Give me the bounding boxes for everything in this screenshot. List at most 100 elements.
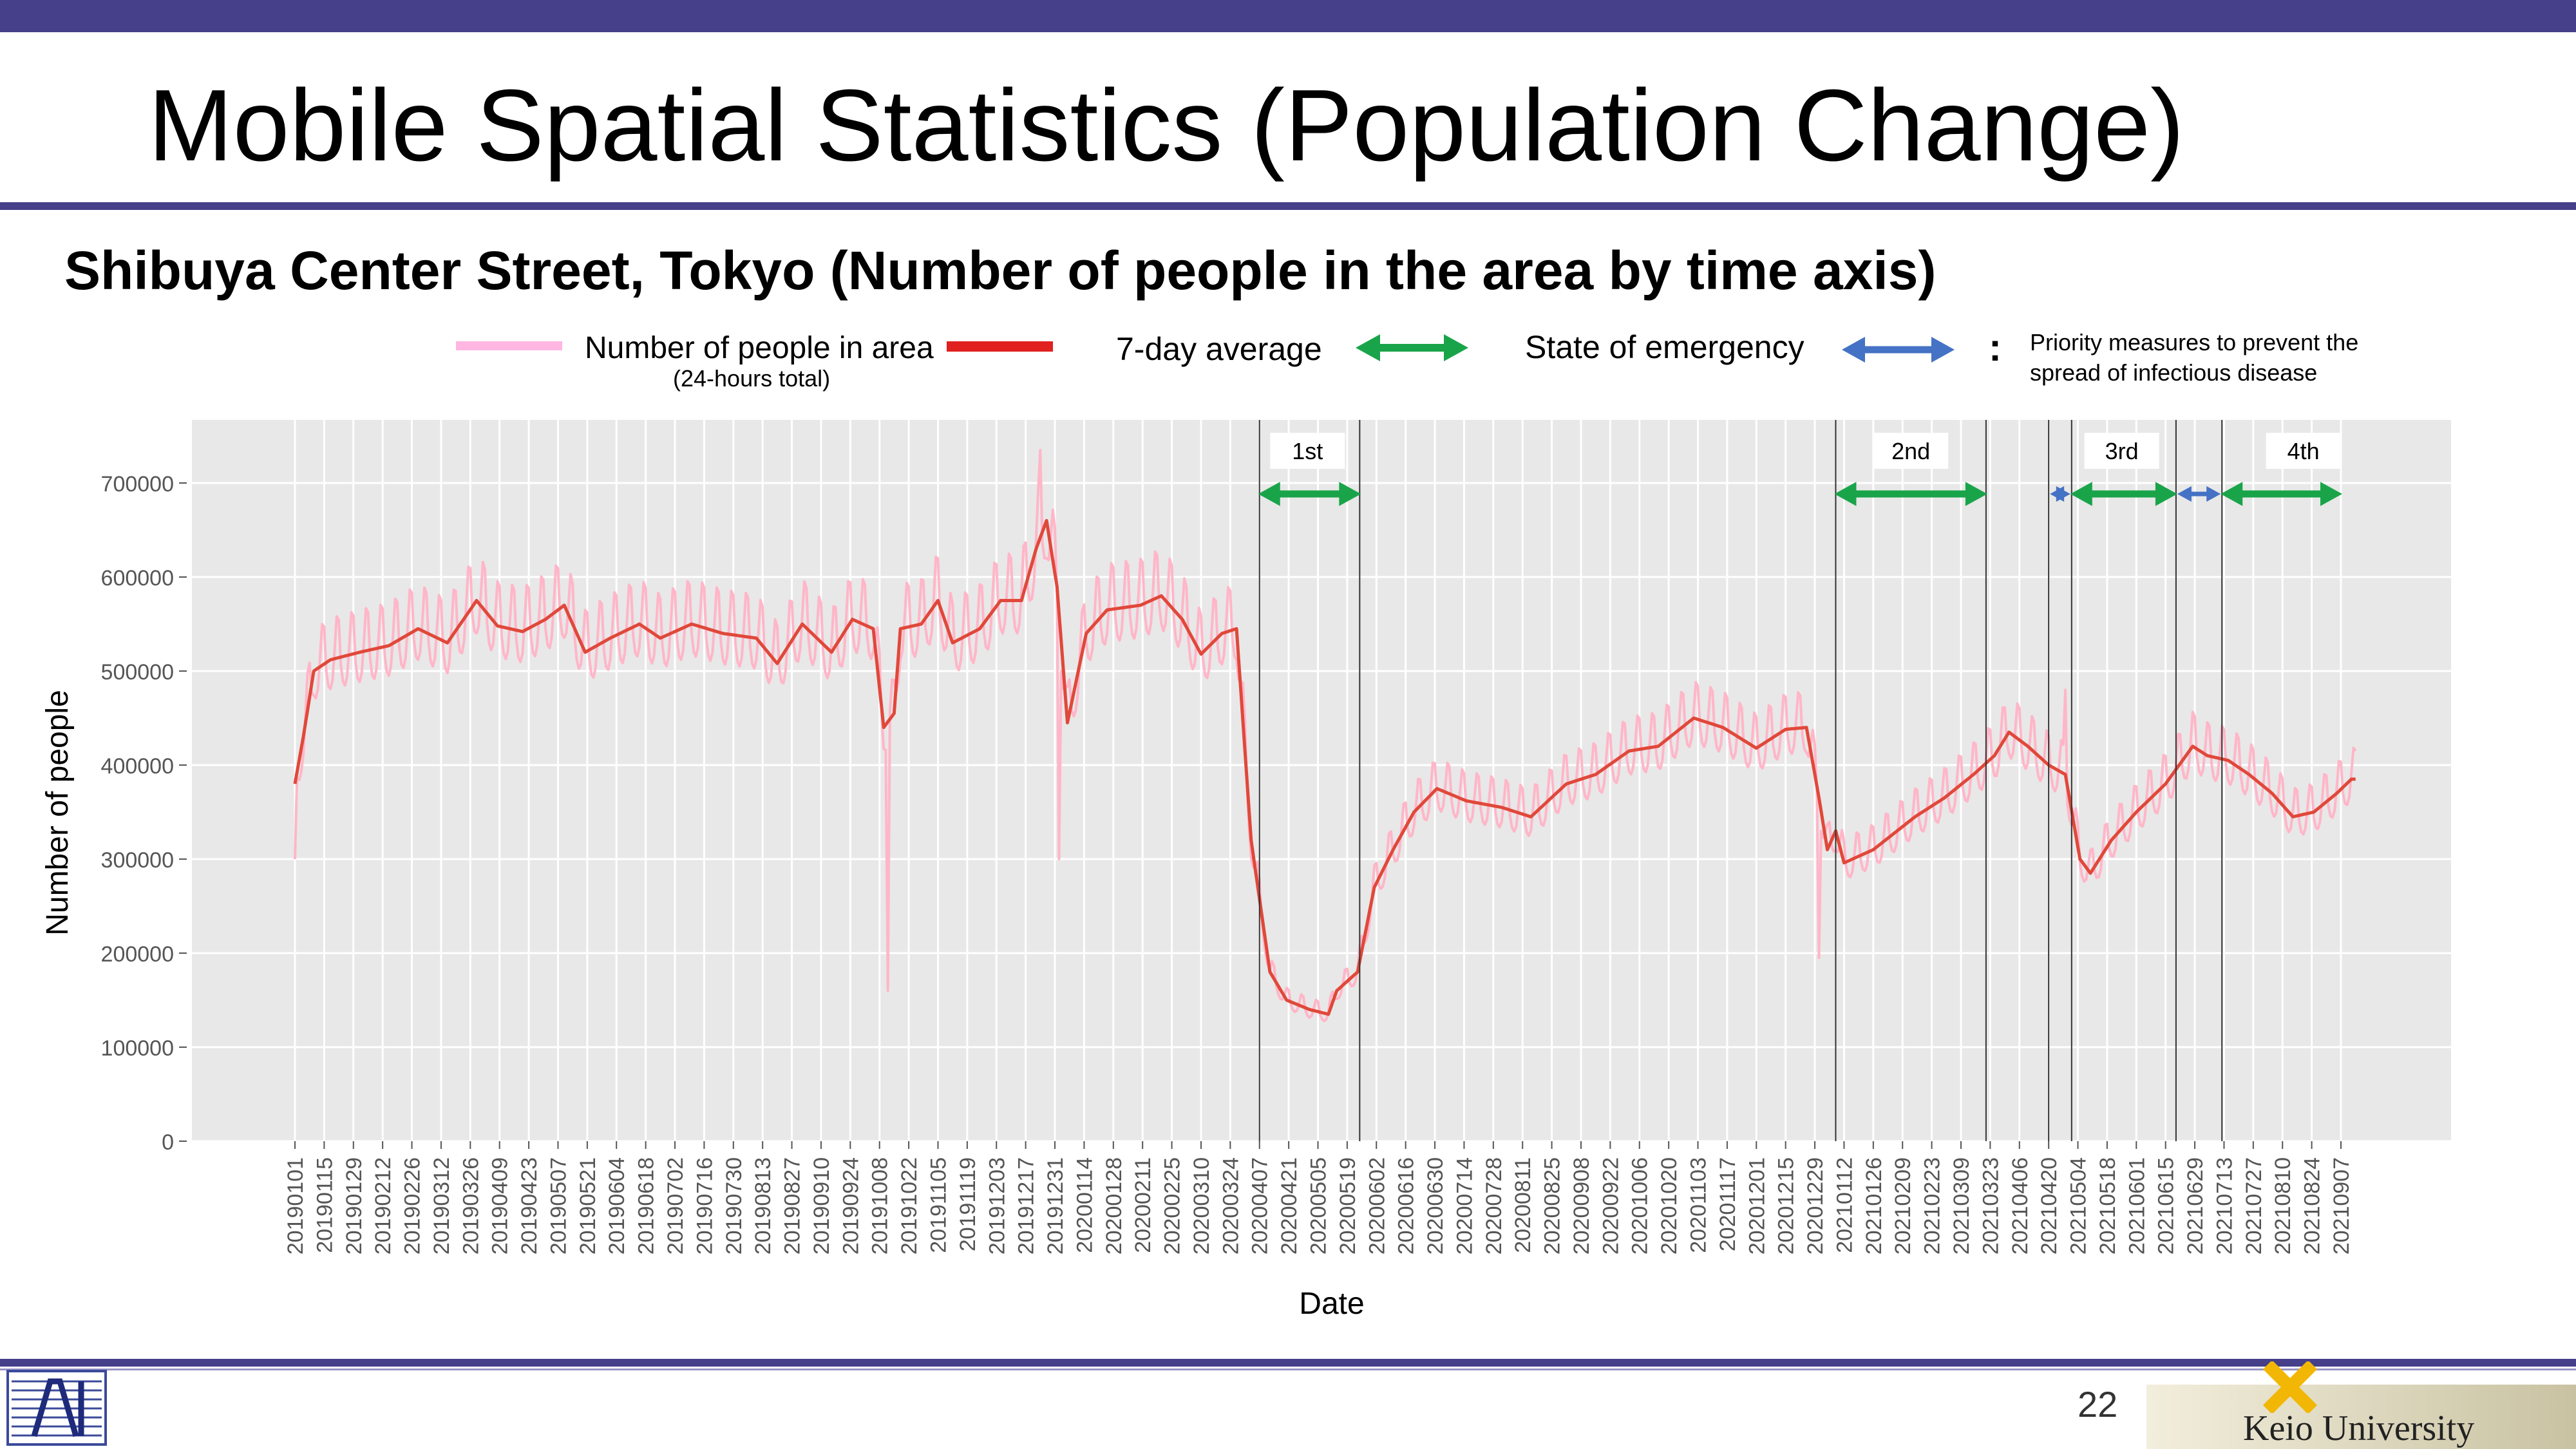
x-tick-label: 20201006 [1628,1157,1653,1255]
x-tick-label: 20200908 [1569,1157,1594,1255]
x-tick-label: 20200811 [1511,1157,1535,1253]
wave-label: 4th [2287,438,2320,464]
footer-divider [0,1359,2576,1367]
slide-subtitle: Shibuya Center Street, Tokyo (Number of … [64,240,1937,301]
x-tick-label: 20200714 [1452,1157,1477,1255]
x-tick-label: 20210824 [2300,1157,2325,1255]
series-daily-line [294,448,2357,1023]
x-tick-label: 20210309 [1949,1157,1974,1255]
keio-name: Keio University [2243,1408,2475,1448]
legend-colon: : [1989,326,2002,369]
x-tick-label: 20210629 [2183,1157,2208,1255]
x-tick-label: 20210209 [1891,1157,1915,1255]
series-average-line [293,518,2356,1016]
x-tick-label: 20200505 [1307,1157,1331,1255]
x-tick-label: 20201020 [1657,1157,1681,1255]
x-tick-label: 20210615 [2154,1157,2179,1255]
x-tick-label: 20191231 [1043,1157,1068,1255]
x-tick-label: 20210518 [2096,1157,2120,1255]
x-tick-label: 20191203 [985,1157,1009,1255]
x-tick-label: 20210713 [2212,1157,2237,1255]
x-tick-label: 20210420 [2037,1157,2061,1255]
emergency-arrow-head-left [2221,482,2243,506]
x-tick-label: 20201117 [1716,1157,1740,1251]
x-tick-label: 20190702 [663,1157,688,1255]
x-tick-label: 20210112 [1832,1157,1857,1253]
x-tick-label: 20190813 [751,1157,775,1255]
keio-banner: Keio University [2146,1361,2576,1449]
x-tick-label: 20210810 [2271,1157,2295,1255]
wave-label-box [1873,433,1949,469]
wave-label: 3rd [2105,438,2139,464]
x-tick-label: 20200519 [1336,1157,1360,1255]
wave-label-box [1270,433,1345,469]
x-tick-label: 20190409 [488,1157,513,1255]
top-bar [0,0,2576,32]
legend-daily-swatch [456,341,562,350]
plot-background [192,420,2451,1141]
x-tick-label: 20191008 [868,1157,893,1255]
x-tick-label: 20190730 [722,1157,746,1255]
x-tick-label: 20210504 [2067,1157,2091,1255]
y-tick-label: 500000 [101,660,174,685]
emergency-arrow-head-right [2155,482,2177,506]
x-tick-label: 20200128 [1102,1157,1126,1255]
x-tick-label: 20200630 [1423,1157,1448,1255]
priority-arrow-head-left [2177,486,2192,502]
emergency-arrow-head-left [1258,482,1280,506]
x-axis-label: Date [1299,1287,1364,1321]
y-tick-label: 200000 [101,942,174,967]
y-tick-label: 400000 [101,754,174,779]
y-tick-label: 0 [162,1130,174,1155]
wave-label-box [2084,433,2159,469]
legend-daily-label: Number of people in area [585,331,934,365]
x-tick-label: 20191217 [1014,1157,1039,1255]
x-tick-label: 20210406 [2008,1157,2032,1255]
x-tick-label: 20200310 [1189,1157,1214,1255]
x-tick-label: 20190910 [810,1157,834,1255]
x-tick-label: 20191105 [926,1157,951,1253]
x-tick-label: 20201229 [1803,1157,1828,1255]
y-axis-label: Number of people [41,690,75,936]
x-tick-label: 20190115 [312,1157,337,1253]
x-tick-label: 20190226 [401,1157,425,1255]
x-tick-label: 20190604 [605,1157,629,1255]
x-tick-label: 20200602 [1365,1157,1389,1255]
x-tick-label: 20191119 [956,1157,980,1251]
y-tick-label: 700000 [101,472,174,497]
x-tick-label: 20191022 [897,1157,922,1255]
x-tick-label: 20200825 [1540,1157,1565,1255]
emergency-arrow-head-right [1965,482,1987,506]
emergency-arrow-head-left [1834,482,1857,506]
lab-logo-icon [6,1370,107,1446]
x-tick-label: 20190312 [430,1157,454,1255]
title-divider [0,202,2576,210]
legend-emergency-arrow-icon [1356,334,1468,361]
x-tick-label: 20210727 [2242,1157,2266,1255]
legend-avg-swatch [947,341,1053,352]
x-tick-label: 20190827 [781,1157,805,1255]
priority-arrow-head-right [2056,486,2070,502]
x-tick-label: 20190716 [692,1157,717,1255]
x-tick-label: 20200421 [1277,1157,1302,1255]
x-tick-label: 20200922 [1598,1157,1623,1255]
x-tick-label: 20210323 [1978,1157,2003,1255]
emergency-arrow-head-left [2070,482,2092,506]
legend-daily-note: (24-hours total) [673,365,831,392]
footer-divider-thin [0,1368,2576,1370]
x-tick-label: 20200211 [1131,1157,1155,1253]
y-tick-label: 100000 [101,1036,174,1061]
population-chart: 0 100000 200000 300000 400000 500000 600000 700… [41,420,2451,1321]
x-tick-label: 20210907 [2329,1157,2354,1255]
legend-avg-label: 7-day average [1116,331,1322,367]
y-tick-label: 600000 [101,566,174,591]
slide-title: Mobile Spatial Statistics (Population Ch… [148,69,2184,182]
emergency-arrow-head-right [1339,482,1361,506]
x-tick-label: 20190326 [459,1157,483,1255]
x-tick-label: 20200407 [1248,1157,1273,1255]
x-tick-label: 20190507 [546,1157,571,1255]
x-tick-label: 20201215 [1774,1157,1799,1255]
x-tick-label: 20200728 [1482,1157,1506,1255]
legend-priority-label: Priority measures to prevent the spread … [2030,329,2359,386]
legend-emergency-label: State of emergency [1525,329,1804,365]
